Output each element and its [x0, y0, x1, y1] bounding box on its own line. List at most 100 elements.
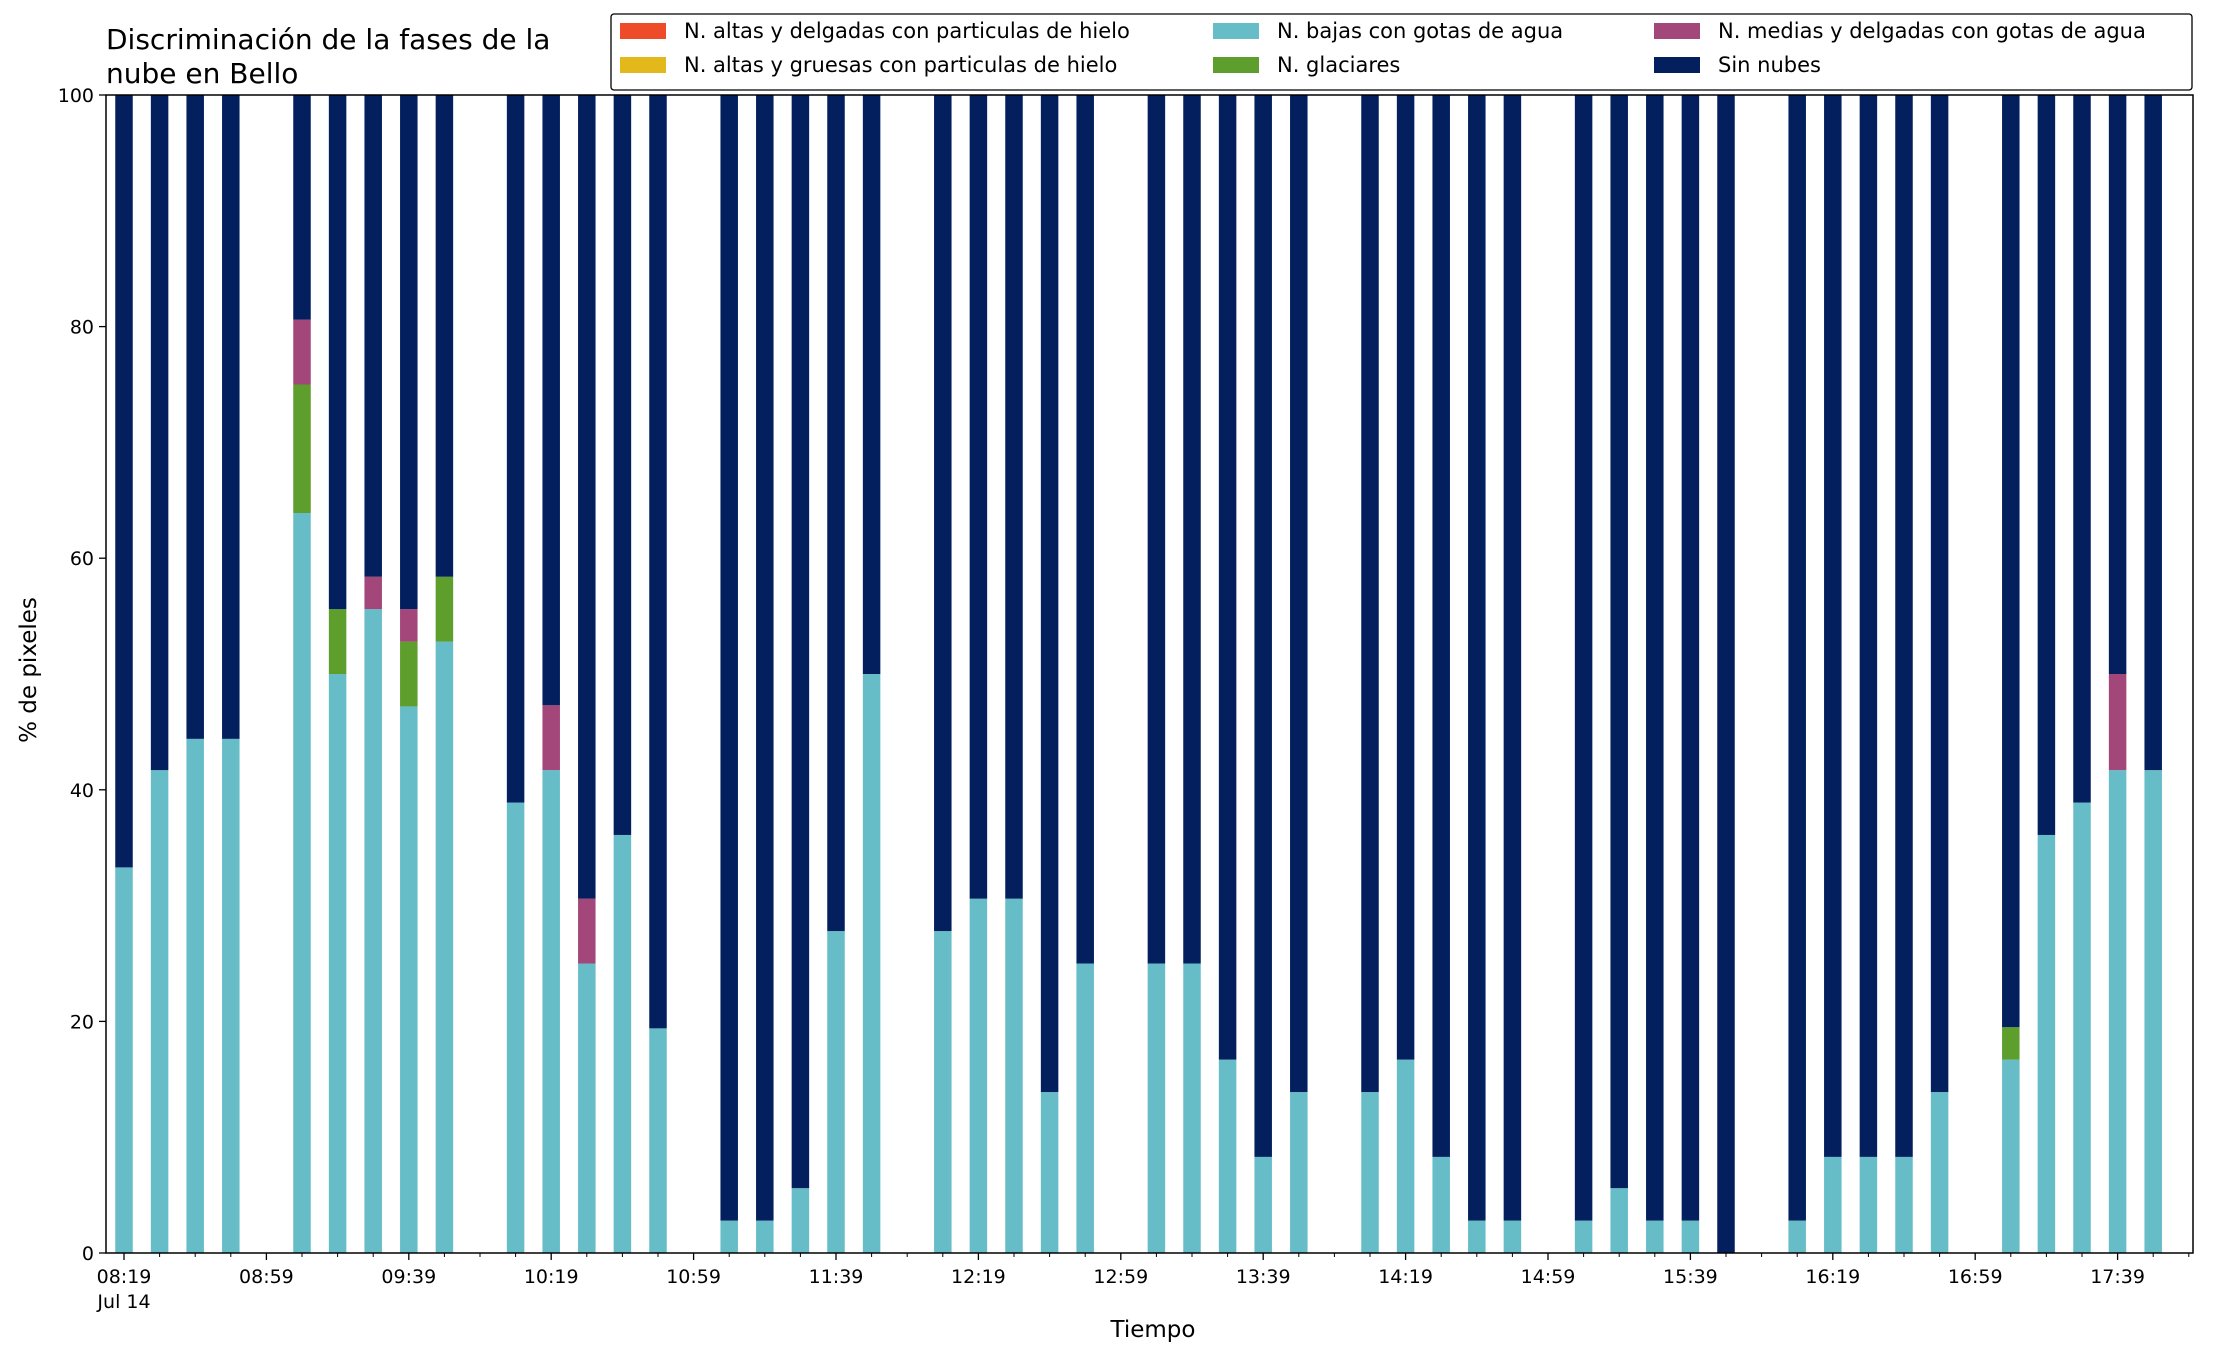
- bar-segment-sin-nubes: [2002, 95, 2020, 1028]
- bar-segment-sin-nubes: [1290, 95, 1308, 1093]
- legend-swatch: [1213, 23, 1259, 39]
- bar-segment-bajas: [613, 834, 632, 1253]
- bar-segment-bajas: [1040, 1092, 1059, 1253]
- bar-group-1639: [1895, 95, 1913, 1253]
- bar-segment-bajas: [1788, 1220, 1806, 1253]
- bar-group-1549: [1717, 95, 1735, 1253]
- bar-segment-bajas: [364, 609, 382, 1253]
- bar-segment-bajas: [293, 513, 311, 1253]
- legend: N. altas y delgadas con particulas de hi…: [610, 13, 2193, 91]
- bar-segment-sin-nubes: [1254, 95, 1272, 1157]
- x-tick-label: 10:19: [524, 1266, 579, 1288]
- bar-group-1239: [1040, 95, 1059, 1253]
- bar-group-0829: [150, 95, 169, 1253]
- x-axis-ticks: 08:19 Jul 14 08:59 09:39 10:19 10:59 11:39 12:1…: [96, 1253, 2190, 1313]
- bar-segment-glaciares: [435, 576, 454, 642]
- bar-segment-sin-nubes: [578, 95, 596, 899]
- bar-group-1719: [2037, 95, 2056, 1253]
- bar-segment-medias: [400, 609, 418, 642]
- bar-segment-bajas: [1183, 963, 1201, 1253]
- y-tick-label: 40: [70, 780, 94, 802]
- y-tick-label: 80: [70, 317, 94, 339]
- bar-group-0939: [400, 95, 418, 1253]
- chart-title-line-2: nube en Bello: [106, 57, 298, 90]
- bar-group-0929: [364, 95, 382, 1253]
- bar-segment-bajas: [506, 802, 525, 1253]
- x-tick-date-label: Jul 14: [96, 1291, 150, 1313]
- bar-segment-bajas: [1824, 1156, 1842, 1253]
- bar-group-0919: [328, 95, 347, 1253]
- bar-segment-sin-nubes: [1646, 95, 1664, 1221]
- bar-segment-bajas: [435, 641, 454, 1253]
- bar-group-1039: [613, 95, 632, 1253]
- bar-group-1649: [1930, 95, 1949, 1253]
- bar-group-1749: [2144, 95, 2162, 1253]
- bar-segment-glaciares: [2002, 1027, 2020, 1060]
- legend-swatch: [620, 23, 666, 39]
- bar-segment-sin-nubes: [2037, 95, 2056, 835]
- x-tick-label: 16:59: [1948, 1266, 2003, 1288]
- bar-segment-sin-nubes: [115, 95, 133, 868]
- bar-segment-sin-nubes: [293, 95, 311, 320]
- bar-group-0819: [115, 95, 133, 1253]
- bar-group-1049: [649, 95, 667, 1253]
- bar-segment-sin-nubes: [1005, 95, 1023, 899]
- bar-group-1519: [1610, 95, 1628, 1253]
- legend-label: N. altas y delgadas con particulas de hi…: [684, 19, 1130, 43]
- bar-segment-sin-nubes: [862, 95, 881, 674]
- bar-segment-sin-nubes: [791, 95, 810, 1189]
- bar-group-1209: [934, 95, 952, 1253]
- bar-segment-sin-nubes: [969, 95, 988, 899]
- bar-segment-glaciares: [293, 384, 311, 514]
- x-tick-label: 14:19: [1378, 1266, 1433, 1288]
- bar-segment-bajas: [1859, 1156, 1878, 1253]
- bar-segment-bajas: [969, 898, 988, 1253]
- bar-segment-bajas: [115, 867, 133, 1253]
- bar-group-1539: [1681, 95, 1700, 1253]
- bar-group-1329: [1218, 95, 1237, 1253]
- bar-segment-medias: [578, 898, 596, 964]
- bar-segment-glaciares: [400, 641, 418, 707]
- bar-segment-bajas: [649, 1028, 667, 1253]
- bar-group-1139: [827, 95, 845, 1253]
- bar-segment-sin-nubes: [222, 95, 240, 739]
- bar-segment-sin-nubes: [1218, 95, 1237, 1060]
- legend-label: N. glaciares: [1277, 53, 1400, 77]
- bar-group-1129: [791, 95, 810, 1253]
- bar-segment-bajas: [827, 931, 845, 1253]
- bar-segment-sin-nubes: [328, 95, 347, 610]
- bar-group-0849: [222, 95, 240, 1253]
- bar-segment-bajas: [720, 1220, 738, 1253]
- bar-segment-sin-nubes: [649, 95, 667, 1029]
- bar-segment-sin-nubes: [1361, 95, 1379, 1093]
- legend-label: Sin nubes: [1718, 53, 1821, 77]
- legend-item: N. medias y delgadas con gotas de agua: [1654, 19, 2146, 43]
- y-tick-label: 60: [70, 548, 94, 570]
- bar-group-1739: [2108, 95, 2127, 1253]
- bar-segment-sin-nubes: [1147, 95, 1166, 964]
- bar-segment-sin-nubes: [1574, 95, 1593, 1221]
- bar-group-0949: [435, 95, 454, 1253]
- bar-segment-bajas: [1646, 1220, 1664, 1253]
- bar-group-1529: [1646, 95, 1664, 1253]
- bar-segment-bajas: [1076, 963, 1094, 1253]
- bar-segment-bajas: [1895, 1156, 1913, 1253]
- bar-segment-sin-nubes: [364, 95, 382, 577]
- bar-group-0909: [293, 95, 311, 1253]
- bar-group-1729: [2073, 95, 2091, 1253]
- bar-group-1419: [1396, 95, 1415, 1253]
- bar-segment-medias: [2108, 674, 2127, 771]
- bar-group-1149: [862, 95, 881, 1253]
- x-tick-label: 13:39: [1236, 1266, 1291, 1288]
- bar-segment-medias: [364, 576, 382, 610]
- y-axis-ticks: 0 20 40 60 80 100: [58, 85, 106, 1265]
- bar-segment-bajas: [400, 706, 418, 1253]
- bars-layer: [115, 95, 2162, 1253]
- bar-segment-sin-nubes: [827, 95, 845, 932]
- x-tick-label: 11:39: [809, 1266, 864, 1288]
- bar-segment-sin-nubes: [506, 95, 525, 803]
- bar-group-1319: [1183, 95, 1201, 1253]
- legend-item: N. altas y gruesas con particulas de hie…: [620, 53, 1117, 77]
- bar-segment-sin-nubes: [1432, 95, 1450, 1157]
